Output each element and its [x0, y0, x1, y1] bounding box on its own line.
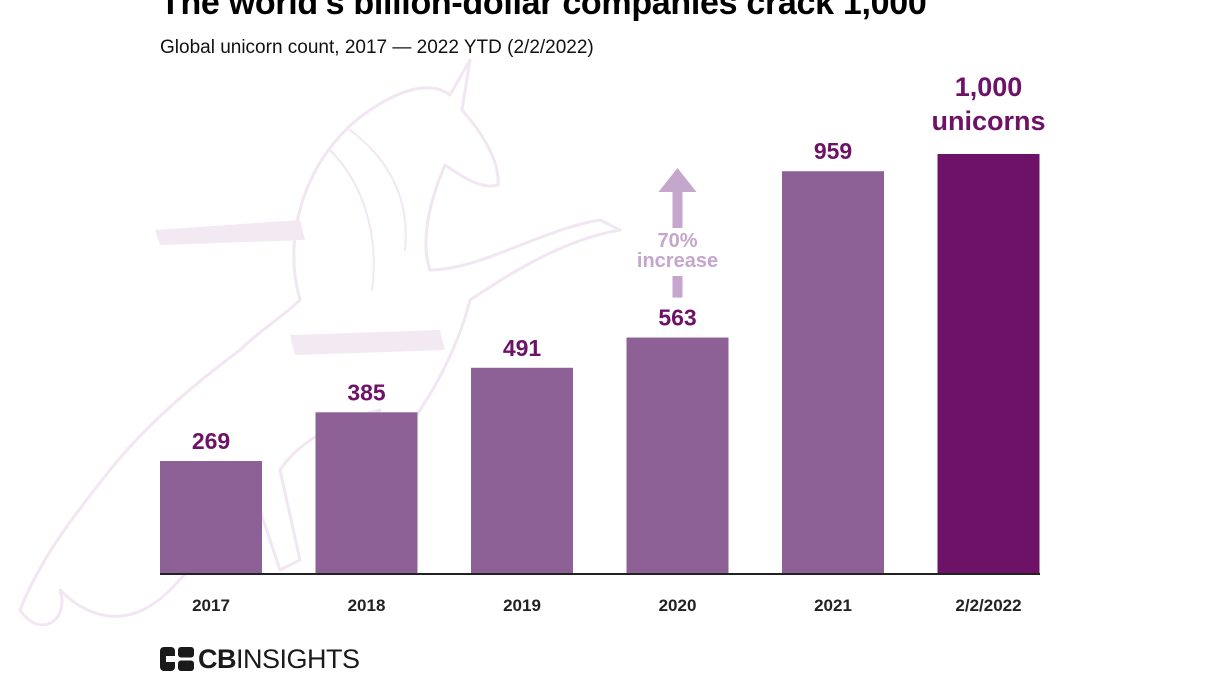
- value-label-2017: 269: [192, 428, 230, 454]
- value-label-2020: 563: [658, 305, 696, 331]
- bar-2020: [626, 337, 729, 574]
- increase-arrow-head: [658, 168, 697, 192]
- logo-wordmark: CBINSIGHTS: [198, 644, 360, 675]
- x-tick-2-2-2022: 2/2/2022: [955, 596, 1021, 615]
- unicorn-mane-line-2: [349, 129, 407, 251]
- unicorn-mane-line: [329, 149, 375, 291]
- ribbon-middle: [290, 330, 445, 355]
- chart-subtitle: Global unicorn count, 2017 — 2022 YTD (2…: [160, 37, 594, 58]
- logo-wordmark-light: INSIGHTS: [236, 643, 360, 674]
- cb-insights-logo-icon: [160, 647, 194, 671]
- x-tick-2017: 2017: [192, 596, 230, 615]
- value-label-2-2-2022: 1,000: [955, 72, 1023, 102]
- logo-wordmark-bold: CB: [198, 643, 237, 674]
- bar-2018: [315, 412, 418, 574]
- value-label-2018: 385: [347, 379, 386, 405]
- value-label-2019: 491: [503, 335, 542, 361]
- x-tick-2020: 2020: [659, 596, 697, 615]
- bar-2017: [160, 461, 262, 574]
- cb-insights-logo: CBINSIGHTS: [160, 644, 360, 674]
- annotation-label: increase: [637, 250, 718, 272]
- chart-title: The world's billion-dollar companies cra…: [160, 0, 927, 22]
- bar-2-2-2022: [937, 154, 1040, 574]
- x-tick-2019: 2019: [503, 596, 541, 615]
- increase-arrow-shaft-lower: [672, 276, 683, 298]
- bar-2021: [782, 171, 884, 574]
- increase-arrow-shaft-upper: [672, 190, 683, 228]
- ribbon-left: [155, 220, 305, 245]
- annotation-percent: 70%: [657, 230, 697, 252]
- x-tick-2018: 2018: [348, 596, 386, 615]
- value-label-2021: 959: [814, 138, 852, 164]
- x-tick-2021: 2021: [814, 596, 852, 615]
- value-label-suffix: unicorns: [931, 106, 1045, 136]
- bar-2019: [471, 367, 573, 574]
